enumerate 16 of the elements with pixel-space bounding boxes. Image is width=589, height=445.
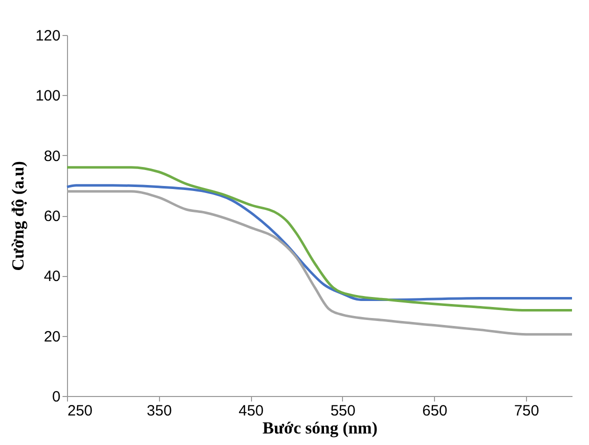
x-tick-label: 650: [422, 402, 448, 420]
x-tick-label: 450: [238, 402, 264, 420]
y-tick-label: 120: [35, 28, 60, 44]
y-tick-label: 40: [44, 268, 60, 286]
x-tick-label: 350: [146, 402, 172, 420]
line-series: [66, 166, 574, 312]
x-tick-label: 750: [514, 402, 540, 420]
y-axis-title: Cường độ (a.u): [8, 161, 28, 271]
x-tick-label: 550: [330, 402, 356, 420]
x-axis-title: Bước sóng (nm): [262, 418, 378, 438]
y-tick-label: 100: [35, 88, 60, 105]
x-tick-label: 250: [68, 402, 93, 420]
y-tick-label: 80: [44, 148, 60, 165]
y-tick-label: 60: [44, 208, 60, 225]
y-tick-label: 0: [52, 388, 60, 406]
y-tick-label: 20: [44, 328, 60, 346]
